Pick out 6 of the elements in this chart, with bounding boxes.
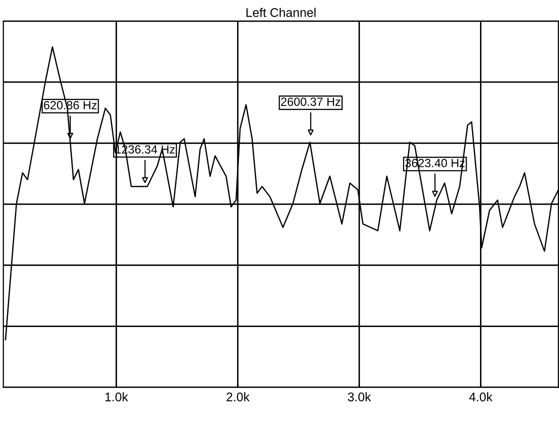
x-tick-label: 3.0k: [348, 392, 372, 402]
annotation: 2600.37 Hz: [281, 98, 340, 106]
chart-title: Left Channel: [246, 8, 316, 18]
x-tick-label: 4.0k: [469, 392, 493, 402]
x-tick-label: 2.0k: [226, 392, 250, 402]
x-tick-label: 1.0k: [105, 392, 128, 402]
